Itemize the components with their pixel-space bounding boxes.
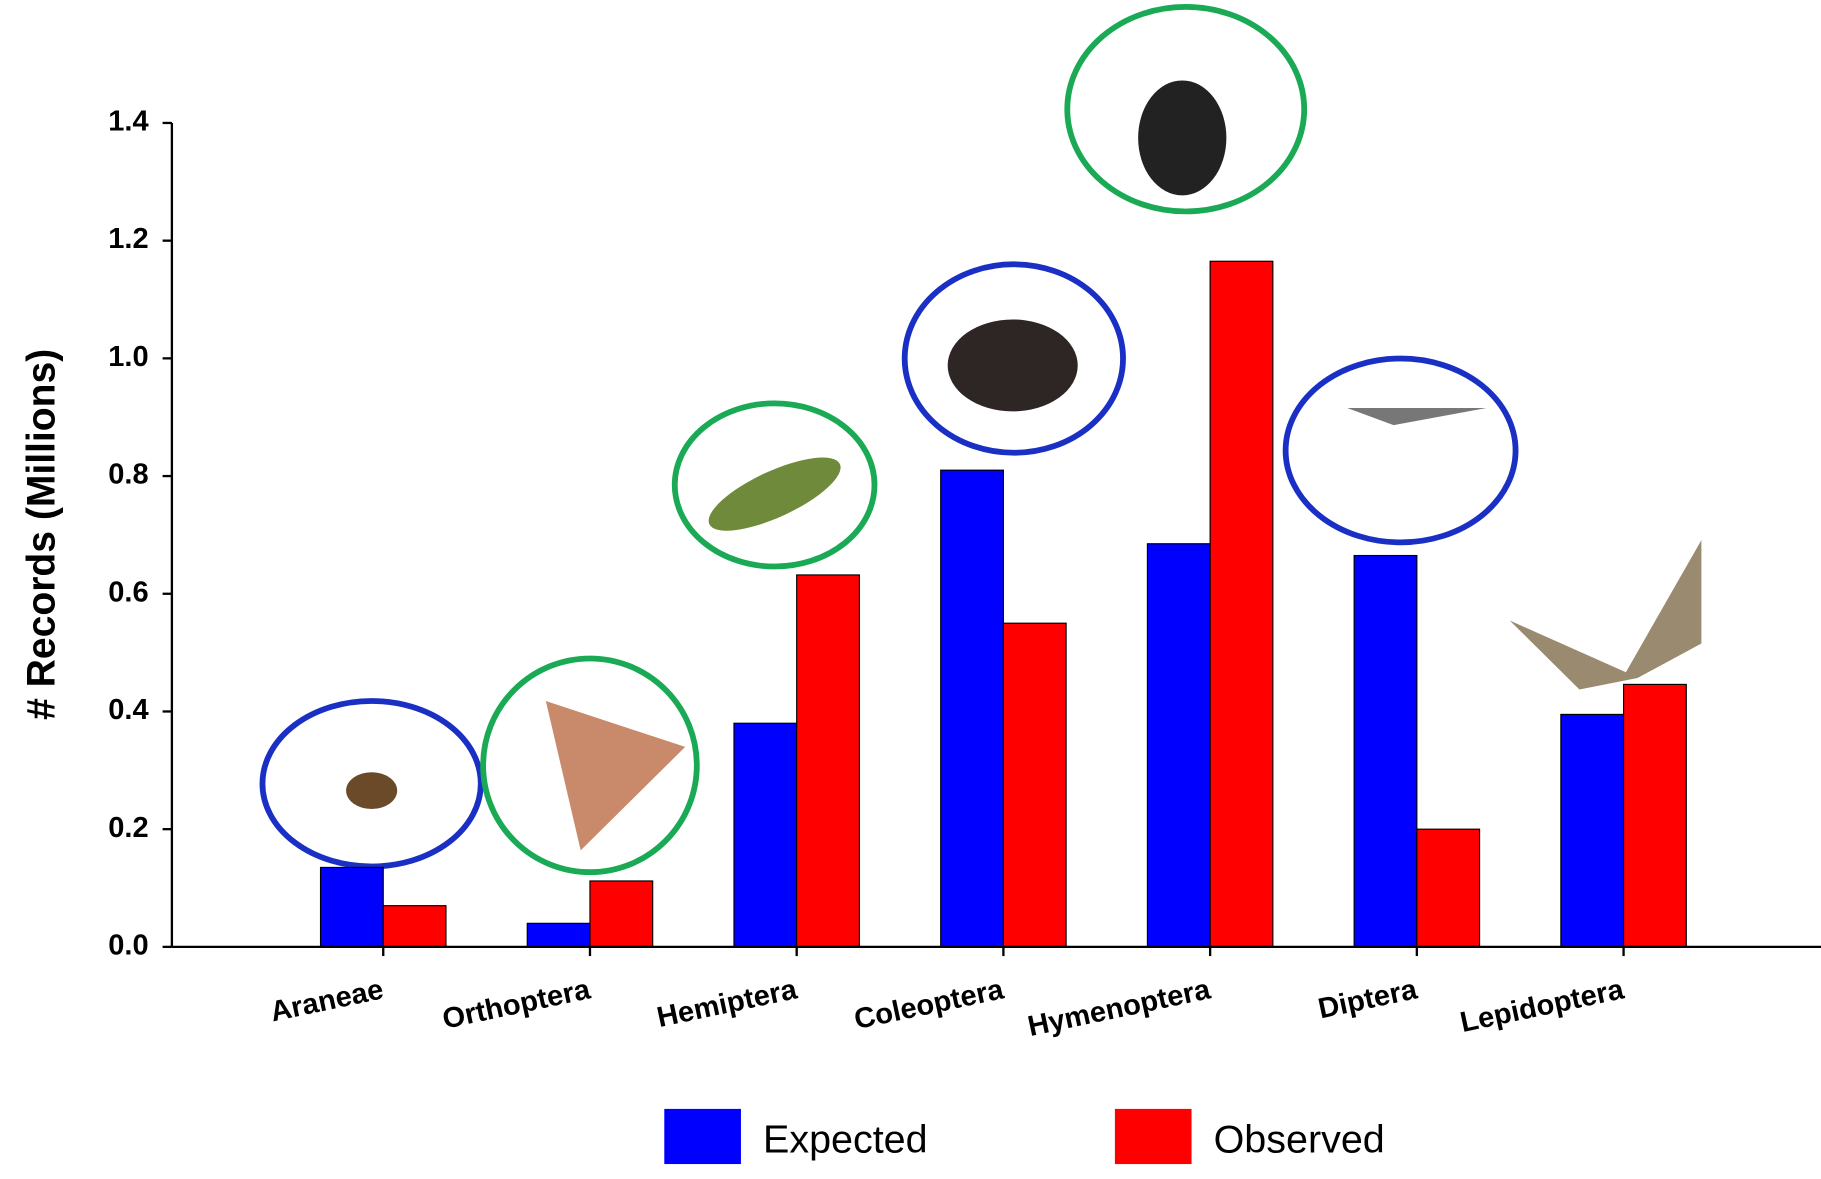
legend-swatch	[1115, 1109, 1192, 1164]
bee-icon	[1138, 80, 1226, 195]
x-tick-label: Hemiptera	[654, 973, 800, 1034]
legend-label: Expected	[763, 1118, 928, 1162]
diptera-circle	[1286, 359, 1516, 543]
bar	[321, 867, 384, 946]
bar	[1561, 714, 1624, 946]
grasshopper-icon	[546, 701, 685, 850]
bar	[941, 470, 1004, 947]
leafhopper-icon	[700, 443, 850, 545]
chart: # Records (Millions) Expected Observed 0…	[0, 0, 1821, 1179]
legend: Expected Observed	[664, 1109, 1384, 1164]
bar	[1003, 623, 1066, 947]
bar	[1354, 556, 1417, 947]
y-tick-label: 0.4	[108, 694, 148, 726]
fly-icon	[1347, 408, 1486, 425]
beetle-icon	[948, 319, 1078, 411]
y-tick-label: 1.0	[108, 341, 148, 373]
page: {"chart_data": {"type": "bar", "y_label"…	[0, 0, 1821, 1179]
legend-label: Observed	[1214, 1118, 1385, 1162]
bar	[383, 906, 446, 947]
y-tick-label: 1.2	[108, 223, 148, 255]
bar	[797, 575, 860, 947]
bar	[1624, 684, 1687, 946]
y-tick-label: 0.2	[108, 812, 148, 844]
legend-swatch	[664, 1109, 741, 1164]
bar	[1210, 261, 1273, 947]
y-tick-label: 0.0	[108, 930, 148, 962]
bar	[1147, 544, 1210, 947]
y-tick-label: 0.6	[108, 576, 148, 608]
y-tick-label: 0.8	[108, 459, 148, 491]
y-axis-label: # Records (Millions)	[19, 349, 63, 720]
x-tick-label: Coleoptera	[851, 973, 1007, 1036]
moth-icon	[1510, 540, 1702, 689]
bar	[590, 881, 653, 947]
x-tick-label: Diptera	[1315, 973, 1420, 1025]
spider-icon	[346, 772, 397, 809]
bar	[1417, 829, 1480, 947]
bar	[734, 723, 797, 947]
bar	[527, 923, 590, 947]
x-tick-label: Araneae	[268, 974, 387, 1029]
y-tick-label: 1.4	[108, 106, 148, 138]
x-tick-label: Orthoptera	[440, 973, 594, 1035]
x-tick-label: Lepidoptera	[1457, 973, 1627, 1039]
x-tick-label: Hymenoptera	[1025, 973, 1214, 1042]
